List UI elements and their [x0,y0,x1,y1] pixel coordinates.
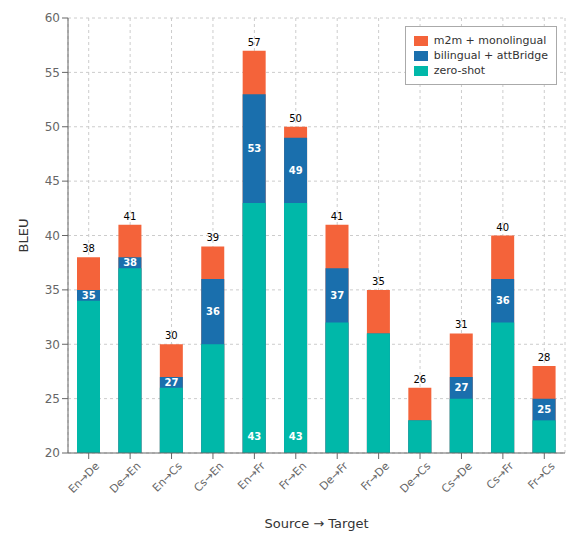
svg-text:43: 43 [289,431,303,442]
svg-text:35: 35 [45,283,60,297]
svg-text:En→Cs: En→Cs [150,459,185,494]
svg-text:Fr→De: Fr→De [358,459,392,493]
svg-text:Cs→En: Cs→En [191,460,226,495]
svg-text:57: 57 [248,37,261,48]
svg-text:25: 25 [537,404,551,415]
svg-text:BLEU: BLEU [16,219,31,253]
svg-text:28: 28 [538,352,551,363]
svg-text:40: 40 [496,222,509,233]
svg-text:38: 38 [82,243,95,254]
svg-text:36: 36 [496,295,510,306]
svg-text:Fr→Cs: Fr→Cs [525,459,557,491]
svg-text:37: 37 [330,290,344,301]
svg-text:50: 50 [289,113,302,124]
svg-text:40: 40 [45,229,60,243]
svg-text:35: 35 [82,290,96,301]
svg-text:25: 25 [45,392,60,406]
svg-text:En→De: En→De [66,459,102,495]
svg-text:49: 49 [289,165,303,176]
html-text:m2m + monolingual: m2m + monolingual [433,34,547,47]
html-text:bilingual + attBridge: bilingual + attBridge [433,49,548,62]
svg-text:20: 20 [45,446,60,460]
svg-text:31: 31 [455,319,468,330]
svg-text:41: 41 [331,211,344,222]
svg-text:55: 55 [45,66,60,80]
svg-text:36: 36 [206,306,220,317]
svg-text:41: 41 [124,211,137,222]
svg-text:Cs→De: Cs→De [439,459,475,495]
svg-text:43: 43 [247,431,261,442]
svg-text:De→Fr: De→Fr [317,459,351,493]
svg-text:60: 60 [45,11,60,25]
svg-text:50: 50 [45,120,60,134]
svg-text:Source → Target: Source → Target [264,516,368,531]
svg-text:Fr→En: Fr→En [277,460,310,493]
svg-text:53: 53 [247,143,261,154]
svg-text:27: 27 [454,382,468,393]
svg-text:26: 26 [413,374,426,385]
svg-text:30: 30 [165,330,178,341]
svg-text:39: 39 [206,232,219,243]
svg-text:Cs→Fr: Cs→Fr [484,459,517,492]
svg-text:35: 35 [372,276,385,287]
html-text:zero-shot: zero-shot [433,64,486,77]
svg-text:En→Fr: En→Fr [235,459,268,492]
svg-text:27: 27 [165,377,179,388]
svg-text:38: 38 [123,257,137,268]
svg-text:De→En: De→En [107,460,143,496]
svg-text:30: 30 [45,338,60,352]
svg-text:45: 45 [45,174,60,188]
svg-text:De→Cs: De→Cs [398,459,434,495]
